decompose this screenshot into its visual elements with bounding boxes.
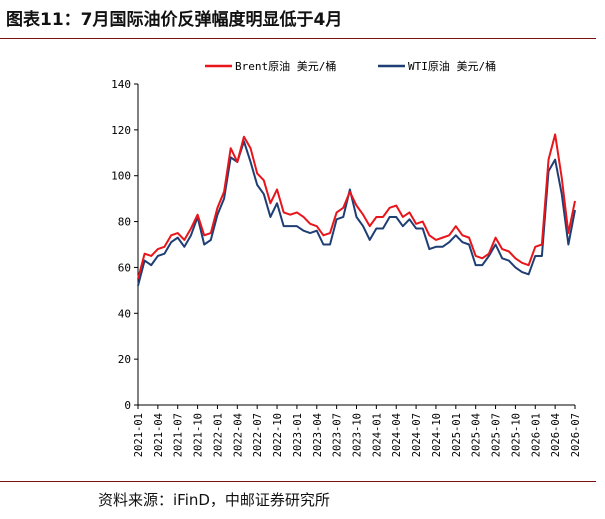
x-tick-label: 2023-10 bbox=[352, 413, 364, 457]
x-tick-label: 2026-01 bbox=[530, 413, 542, 457]
x-tick-label: 2021-04 bbox=[153, 413, 165, 457]
x-tick-label: 2024-04 bbox=[391, 413, 403, 457]
x-tick-label: 2023-01 bbox=[292, 413, 304, 457]
x-tick-label: 2024-01 bbox=[371, 413, 383, 457]
x-tick-label: 2023-04 bbox=[312, 413, 324, 457]
x-tick-label: 2026-07 bbox=[570, 413, 582, 457]
title-divider bbox=[0, 38, 596, 39]
y-tick-label: 40 bbox=[118, 307, 131, 320]
x-tick-label: 2021-07 bbox=[173, 413, 185, 457]
x-tick-label: 2022-10 bbox=[272, 413, 284, 457]
y-tick-label: 140 bbox=[111, 78, 131, 91]
y-tick-label: 20 bbox=[118, 353, 131, 366]
legend-label-brent: Brent原油 美元/桶 bbox=[235, 59, 336, 73]
x-tick-label: 2022-04 bbox=[232, 413, 244, 457]
y-tick-label: 100 bbox=[111, 170, 131, 183]
figure-title: 图表11：7月国际油价反弹幅度明显低于4月 bbox=[6, 10, 343, 30]
x-tick-label: 2022-07 bbox=[252, 413, 264, 457]
x-axis: 2021-01 2021-04 2021-07 2021-10 2022-01 2022-… bbox=[133, 404, 582, 457]
legend-label-wti: WTI原油 美元/桶 bbox=[408, 59, 496, 73]
x-tick-label: 2024-10 bbox=[431, 413, 443, 457]
series-line-wti bbox=[137, 140, 576, 287]
x-tick-label: 2026-04 bbox=[550, 413, 562, 457]
series-line-brent bbox=[137, 133, 576, 280]
x-tick-label: 2025-10 bbox=[510, 413, 522, 457]
y-axis: 0 20 40 60 80 100 120 140 bbox=[111, 78, 139, 412]
footer-divider bbox=[0, 481, 596, 482]
x-tick-label: 2021-10 bbox=[193, 413, 205, 457]
oil-price-chart: Brent原油 美元/桶 WTI原油 美元/桶 0 20 40 60 80 100 120 14… bbox=[111, 59, 582, 457]
y-tick-label: 120 bbox=[111, 124, 131, 137]
legend: Brent原油 美元/桶 WTI原油 美元/桶 bbox=[205, 59, 496, 73]
x-tick-label: 2025-01 bbox=[451, 413, 463, 457]
x-tick-label: 2024-07 bbox=[411, 413, 423, 457]
series-lines bbox=[137, 133, 576, 287]
y-tick-label: 0 bbox=[124, 399, 131, 412]
x-tick-label: 2022-01 bbox=[212, 413, 224, 457]
y-tick-label: 80 bbox=[118, 216, 131, 229]
x-tick-label: 2025-07 bbox=[491, 413, 503, 457]
x-tick-label: 2025-04 bbox=[471, 413, 483, 457]
source-note: 资料来源：iFinD，中邮证券研究所 bbox=[98, 491, 330, 509]
y-tick-label: 60 bbox=[118, 261, 131, 274]
x-tick-label: 2021-01 bbox=[133, 413, 145, 457]
x-tick-label: 2023-07 bbox=[332, 413, 344, 457]
